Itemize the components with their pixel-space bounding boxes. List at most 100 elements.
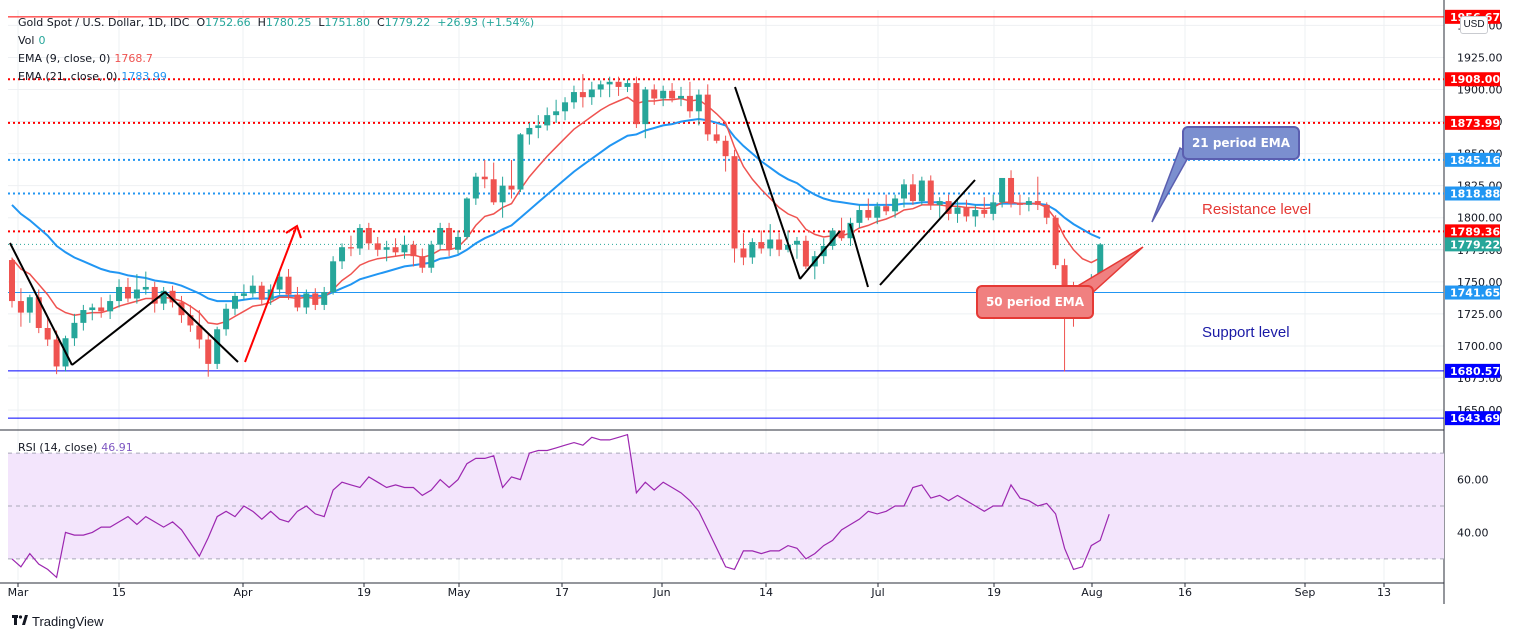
candle-body — [669, 90, 676, 99]
candle-body — [330, 261, 337, 293]
low-label: L — [318, 16, 325, 29]
candle-body — [374, 243, 381, 250]
candle-body — [347, 247, 354, 249]
candle-body — [918, 180, 925, 202]
candle-body — [151, 286, 158, 304]
candle-body — [802, 240, 809, 267]
candle-body — [990, 202, 997, 214]
ema21-line — [11, 117, 1101, 303]
candle-body — [356, 227, 363, 249]
trend-line — [849, 223, 869, 288]
price-tick-label: 1925.00 — [1457, 51, 1503, 64]
candle-body — [544, 115, 551, 126]
ema21-legend[interactable]: EMA (21, close, 0) 1783.99 — [18, 70, 167, 83]
candle-body — [1052, 217, 1059, 266]
trend-line — [9, 242, 73, 366]
candle-body — [570, 92, 577, 103]
candle-body — [169, 290, 176, 303]
candle-body — [437, 227, 444, 245]
ema50-callout: 50 period EMA — [976, 285, 1094, 319]
rsi-panel — [8, 433, 1444, 579]
last-price-tag-label: 1779.22 — [1450, 238, 1500, 251]
candle-body — [419, 256, 426, 268]
last-price-tag — [1445, 237, 1500, 252]
time-tick-label: 16 — [1178, 586, 1192, 599]
ema21-label: EMA (21, close, 0) — [18, 70, 118, 83]
level-price-tag — [1445, 224, 1500, 239]
candle-body — [588, 89, 595, 98]
candle-body — [660, 90, 667, 99]
open-label: O — [196, 16, 206, 29]
candle-body — [455, 236, 461, 250]
tradingview-logo[interactable]: TradingView — [12, 614, 104, 629]
candle-body — [731, 156, 738, 249]
candle-body — [187, 315, 194, 326]
candle-body — [53, 339, 60, 367]
candle-body — [508, 185, 515, 190]
level-price-tag — [1445, 411, 1500, 426]
candle-body — [472, 176, 479, 199]
candle-body — [883, 206, 890, 212]
candle-body — [838, 230, 845, 239]
level-price-tag-label: 1873.99 — [1450, 117, 1500, 130]
time-tick-label: 19 — [357, 586, 371, 599]
candle-body — [526, 127, 533, 135]
candle-body — [874, 206, 881, 218]
candle-body — [1008, 177, 1015, 204]
candle-body — [98, 307, 105, 312]
candle-body — [80, 310, 87, 323]
candle-body — [562, 102, 569, 112]
level-price-tag-label: 1908.00 — [1450, 73, 1500, 86]
tradingview-brand: TradingView — [32, 614, 104, 629]
candle-body — [365, 227, 372, 244]
candle-body — [686, 95, 693, 112]
level-price-tag-label: 1643.69 — [1450, 412, 1500, 425]
candle-body — [160, 290, 167, 304]
high-label: H — [257, 16, 266, 29]
volume-legend[interactable]: Vol 0 — [18, 34, 45, 47]
candle-body — [740, 248, 747, 258]
change-value: +26.93 (+1.54%) — [437, 16, 535, 29]
time-tick-label: 15 — [112, 586, 126, 599]
currency-button[interactable]: USD — [1460, 16, 1488, 34]
ema-lines — [11, 96, 1101, 325]
low-value: 1751.80 — [324, 16, 371, 29]
candle-body — [9, 260, 15, 302]
candle-body — [597, 84, 604, 90]
candle-body — [401, 244, 408, 253]
candle-body — [972, 210, 979, 217]
time-tick-label: Apr — [233, 586, 253, 599]
candle-body — [232, 295, 238, 309]
trend-line — [164, 291, 239, 363]
ema9-legend[interactable]: EMA (9, close, 0) 1768.7 — [18, 52, 153, 65]
ema9-line — [11, 96, 1101, 325]
trend-line — [879, 179, 976, 286]
red-arrow-line — [244, 227, 297, 363]
candle-body — [17, 301, 24, 313]
support-label: Support level — [1202, 324, 1290, 341]
drawings — [9, 86, 1192, 366]
candle-body — [749, 242, 756, 258]
candle-body — [829, 230, 836, 246]
time-tick-label: Jun — [652, 586, 670, 599]
candle-body — [214, 329, 221, 364]
candle-body — [981, 210, 988, 214]
rsi-legend[interactable]: RSI (14, close) 46.91 — [18, 441, 133, 454]
candle-body — [276, 276, 283, 290]
time-tick-label: Aug — [1081, 586, 1102, 599]
candle-body — [793, 240, 800, 245]
candle-body — [776, 239, 783, 250]
candle-body — [133, 289, 140, 299]
candle-body — [294, 294, 301, 308]
candle-body — [383, 247, 390, 250]
close-label: C — [377, 16, 385, 29]
candle-body — [490, 179, 497, 203]
level-price-tag — [1445, 72, 1500, 87]
candle-body — [767, 239, 774, 249]
red-arrow-head — [285, 224, 302, 239]
candle-body — [847, 222, 854, 239]
candle-body — [722, 140, 729, 157]
candle-body — [71, 322, 78, 339]
level-price-tag — [1445, 152, 1500, 167]
